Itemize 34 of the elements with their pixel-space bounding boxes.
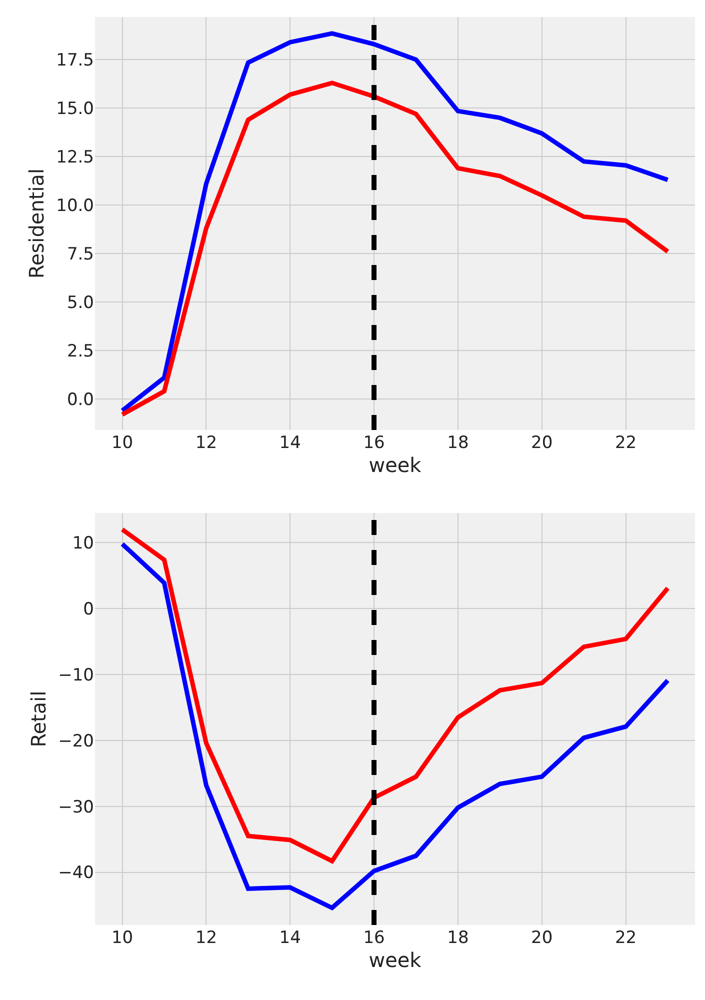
- y-tick-label: 15.0: [56, 99, 94, 120]
- y-axis-title: Retail: [26, 690, 51, 748]
- x-tick-label: 10: [111, 928, 134, 948]
- y-tick-label: 10: [72, 534, 94, 554]
- y-tick-label: 0.0: [66, 390, 94, 410]
- y-tick-label: 5.0: [66, 292, 94, 313]
- x-tick-label: 18: [447, 928, 469, 948]
- x-tick-label: 16: [363, 433, 385, 453]
- x-axis-title: week: [368, 453, 422, 477]
- y-tick-label: −20: [58, 731, 94, 752]
- x-tick-label: 14: [279, 433, 301, 453]
- y-tick-label: 2.5: [66, 341, 94, 362]
- x-tick-label: 16: [363, 928, 385, 948]
- y-tick-label: −40: [58, 863, 94, 884]
- x-axis-title: week: [368, 948, 422, 972]
- x-tick-label: 18: [447, 433, 469, 453]
- x-tick-label: 12: [195, 433, 218, 453]
- x-tick-label: 12: [195, 928, 218, 948]
- y-tick-label: 7.5: [66, 244, 94, 264]
- x-tick-label: 20: [531, 928, 553, 948]
- y-tick-label: 10.0: [56, 196, 94, 216]
- y-tick-label: 17.5: [56, 50, 94, 71]
- y-tick-label: −30: [58, 797, 94, 818]
- x-tick-label: 10: [111, 433, 134, 453]
- x-tick-label: 22: [614, 928, 637, 948]
- y-axis-title: Residential: [24, 168, 49, 279]
- y-tick-label: 0: [83, 600, 94, 620]
- line-series: [120, 542, 670, 910]
- y-tick-label: 12.5: [56, 148, 94, 168]
- y-tick-label: −10: [58, 665, 94, 686]
- x-tick-label: 22: [614, 433, 637, 453]
- line-series: [120, 527, 670, 864]
- x-tick-label: 14: [279, 928, 301, 948]
- x-tick-label: 20: [531, 433, 553, 453]
